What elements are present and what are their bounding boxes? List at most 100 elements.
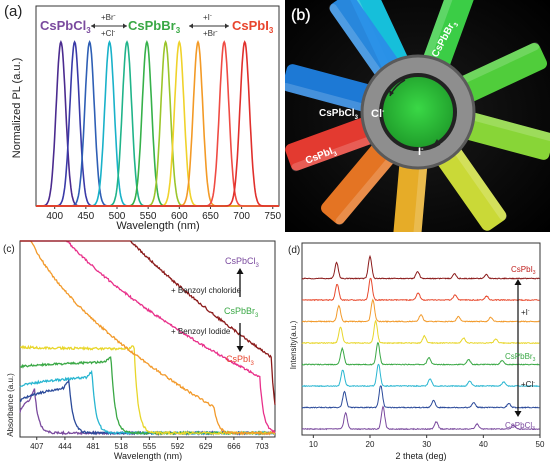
annot-cspbi3: CsPbI3 — [232, 18, 274, 35]
a-tick-label-2: 500 — [109, 211, 126, 222]
abs-curve-7 — [20, 240, 276, 405]
cuvette-body-5 — [392, 157, 428, 232]
annot-plus-cl: +Cl- — [101, 29, 115, 38]
c-tick-label-3: 518 — [115, 442, 129, 451]
cuvette-body-4 — [435, 144, 507, 231]
xrd-pattern-4 — [301, 319, 540, 345]
label-d-cspbcl3: CsPbCl3 — [505, 421, 535, 432]
d-tick-label-1: 20 — [366, 440, 375, 449]
arrow-c-up-head — [236, 268, 244, 274]
label-d-plus-i: +I- — [521, 308, 530, 317]
arrow-br-i-head-right — [225, 23, 229, 29]
a-tick-label-3: 550 — [140, 211, 157, 222]
abs-curve-5 — [20, 240, 276, 436]
panel-d-y-axis-label: Intensity(a.u.) — [289, 320, 298, 369]
xrd-pattern-7 — [301, 254, 540, 280]
c-tick-label-5: 592 — [171, 442, 185, 451]
cuvette-7 — [285, 116, 379, 172]
pl-curve-10 — [36, 40, 279, 207]
abs-curve-2 — [19, 369, 276, 436]
label-cl-ion: Cl- — [371, 108, 385, 120]
cuvette-8 — [285, 64, 376, 113]
cuvette-body-1 — [422, 0, 477, 72]
cuvette-highlight-1 — [421, 0, 459, 66]
annot-c-cspbi3: CsPbI3 — [226, 354, 255, 367]
c-tick-label-4: 555 — [143, 442, 157, 451]
panel-b-label: (b) — [291, 7, 311, 24]
arrow-br-i-head-left — [189, 23, 193, 29]
c-tick-label-8: 703 — [255, 442, 269, 451]
panel-d-label: (d) — [288, 245, 300, 256]
annot-plus-br-2: +Br- — [203, 29, 218, 38]
cuvette-highlight-8 — [285, 82, 372, 113]
a-tick-label-0: 400 — [46, 211, 63, 222]
panel-d-x-ticks: 10 20 30 40 50 — [309, 435, 545, 449]
i-arrow-head — [434, 139, 440, 144]
cuvette-body-9 — [329, 0, 401, 80]
d-tick-label-2: 30 — [422, 440, 431, 449]
panel-c-series — [19, 240, 276, 436]
xrd-pattern-5 — [301, 298, 540, 323]
c-tick-label-2: 481 — [86, 442, 100, 451]
cuvette-1 — [421, 0, 477, 72]
panel-a-series — [36, 39, 279, 207]
c-tick-label-1: 444 — [58, 442, 72, 451]
cuvette-body-2 — [455, 42, 548, 104]
a-tick-label-5: 650 — [202, 211, 219, 222]
arrow-c-down-head — [236, 346, 244, 352]
label-d-plus-cl: +Cl- — [521, 380, 535, 389]
label-d-cspbbr3: CsPbBr3 — [505, 352, 536, 363]
a-tick-label-6: 700 — [233, 211, 250, 222]
panel-a-label: (a) — [4, 3, 22, 20]
annot-c-cspbcl3: CsPbCl3 — [225, 256, 260, 269]
cuvette-highlight-5 — [412, 158, 428, 232]
d-tick-label-0: 10 — [309, 440, 318, 449]
annot-c-benzoyl-iodide: + Benzoyl Iodide — [171, 327, 231, 336]
xrd-pattern-1 — [301, 385, 540, 409]
cuvette-highlight-9 — [328, 3, 386, 81]
annot-cspbcl3: CsPbCl3 — [40, 18, 91, 35]
cuvette-body-6 — [321, 140, 397, 225]
cuvette-2 — [455, 42, 548, 104]
d-tick-label-3: 40 — [479, 440, 488, 449]
cuvette-6 — [321, 140, 398, 226]
annot-plus-br: +Br- — [101, 13, 116, 22]
panel-a-x-ticks: 400 450 500 550 600 650 700 750 — [46, 206, 282, 222]
cuvette-highlight-4 — [450, 143, 508, 221]
cuvette-body-7 — [285, 116, 378, 171]
c-tick-label-6: 629 — [199, 442, 213, 451]
cuvette-highlight-2 — [455, 42, 540, 86]
panel-d-xrd-chart: (d) 10 20 30 40 50 CsPbI3 +I- CsPbBr3 +Cl- C… — [288, 242, 545, 461]
c-tick-label-7: 666 — [227, 442, 241, 451]
panel-d-x-axis-label: 2 theta (deg) — [395, 451, 446, 461]
annot-c-cspbbr3: CsPbBr3 — [224, 306, 259, 319]
panel-c-x-ticks: 407 444 481 518 555 592 629 666 703 — [30, 437, 269, 451]
arrow-cl-br-head-right — [123, 23, 127, 29]
cuvette-highlight-6 — [335, 152, 398, 226]
arrow-d-down-head — [514, 411, 522, 417]
cuvette-highlight-7 — [291, 134, 379, 172]
a-tick-label-4: 600 — [171, 211, 188, 222]
xrd-pattern-3 — [301, 341, 540, 366]
panel-c-plot-frame — [19, 240, 276, 438]
cuvette-9 — [328, 0, 401, 81]
xrd-pattern-0 — [301, 405, 540, 431]
panel-c-absorbance-chart: (c) 407 444 481 518 555 592 629 666 703 CsPbCl3 … — [3, 240, 276, 461]
annot-plus-i: +I- — [203, 13, 212, 22]
cuvette-body-0 — [348, 0, 410, 75]
abs-curve-0 — [19, 388, 275, 436]
cuvette-body-3 — [460, 111, 550, 160]
panel-c-y-axis-label: Absorbance (a.u.) — [6, 373, 15, 437]
arrow-cl-br-head-left — [91, 23, 95, 29]
xrd-pattern-2 — [301, 363, 540, 388]
abs-curve-6 — [20, 240, 276, 434]
annot-cspbbr3: CsPbBr3 — [128, 18, 181, 35]
panel-a-y-axis-label: Normalized PL (a.u.) — [11, 58, 23, 158]
center-green-vial — [379, 73, 457, 151]
panel-d-plot-frame — [301, 242, 541, 436]
arrow-d-up-head — [514, 279, 522, 285]
annot-c-benzoyl-chloride: + Benzoyl choloride — [171, 286, 242, 295]
a-tick-label-1: 450 — [78, 211, 95, 222]
panel-b-photo: Cl- I- CsPbCl3 CsPbI3 CsPbBr3 (b) — [285, 0, 550, 232]
abs-curve-3 — [19, 356, 276, 436]
